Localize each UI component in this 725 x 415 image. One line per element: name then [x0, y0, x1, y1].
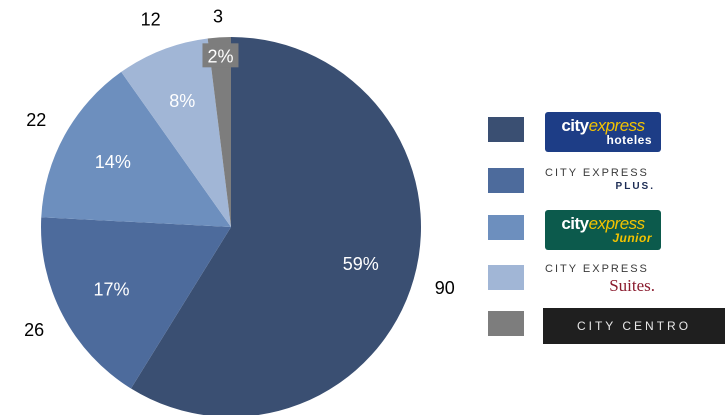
legend-swatch — [488, 215, 524, 240]
count-label: 22 — [26, 110, 46, 130]
legend-item-city-express-suites: CITY EXPRESS Suites. — [0, 262, 725, 295]
logo-word-junior: Junior — [612, 231, 652, 245]
logo-line-suites: Suites. — [609, 276, 655, 295]
logo-word-city: city — [561, 214, 589, 233]
count-label: 90 — [435, 278, 455, 298]
pie-slice — [121, 38, 231, 228]
pie-slice — [41, 71, 232, 228]
city-express-plus-logo: CITY EXPRESS PLUS. — [545, 166, 665, 194]
count-label: 26 — [24, 320, 44, 340]
legend-swatch — [488, 311, 524, 336]
legend-item-city-express-junior: cityexpress Junior — [0, 210, 725, 250]
legend-swatch — [488, 168, 524, 193]
pie-slice — [207, 37, 231, 227]
percent-label: 59% — [343, 254, 379, 274]
logo-line-city-express: CITY EXPRESS — [545, 263, 649, 275]
logo-word-express: express — [588, 116, 646, 135]
percent-label-background — [202, 43, 239, 68]
percent-label: 14% — [95, 152, 131, 172]
percent-label: 8% — [169, 91, 195, 111]
count-label: 3 — [213, 7, 223, 27]
city-centro-logo: CITY CENTRO — [543, 308, 725, 344]
city-express-suites-logo: CITY EXPRESS Suites. — [545, 262, 665, 295]
city-express-hoteles-logo: cityexpress hoteles — [545, 112, 661, 152]
logo-line-plus: PLUS. — [615, 181, 655, 192]
pie-slice — [41, 217, 231, 389]
logo-word-express: express — [588, 214, 646, 233]
legend-item-city-express-plus: CITY EXPRESS PLUS. — [0, 164, 725, 194]
count-label: 12 — [141, 10, 161, 30]
percent-label: 2% — [207, 46, 233, 66]
pie-slice — [130, 37, 421, 415]
percent-label: 17% — [93, 280, 129, 300]
legend-swatch — [488, 117, 524, 142]
logo-line-city-express: CITY EXPRESS — [545, 167, 649, 179]
legend-item-city-centro: CITY CENTRO — [0, 308, 725, 344]
logo-word-city: city — [561, 116, 589, 135]
city-express-junior-logo: cityexpress Junior — [545, 210, 661, 250]
logo-word-hoteles: hoteles — [606, 133, 652, 147]
legend-item-city-express-hoteles: cityexpress hoteles — [0, 112, 725, 152]
legend-swatch — [488, 265, 524, 290]
